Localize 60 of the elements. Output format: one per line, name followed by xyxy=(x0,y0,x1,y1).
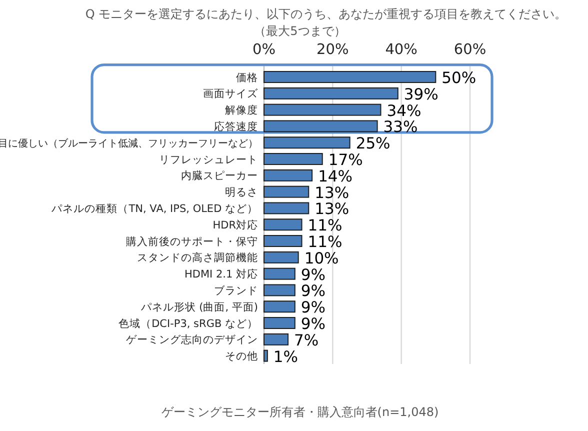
x-tick-label: 60% xyxy=(454,42,486,58)
y-tick-label: 購入前後のサポート・保守 xyxy=(126,234,258,248)
data-label: 17% xyxy=(328,151,363,169)
x-tick-label: 20% xyxy=(316,42,349,58)
chart-title: Q モニターを選定するにあたり、以下のうち、あなたが重視する項目を教えてください。 xyxy=(85,7,567,21)
data-label: 1% xyxy=(273,348,298,366)
bar xyxy=(264,350,268,362)
x-tick-label: 0% xyxy=(252,42,276,58)
y-tick-label: リフレッシュレート xyxy=(159,154,258,166)
y-tick-label: 解像度 xyxy=(225,104,258,117)
y-tick-label: ブランド xyxy=(214,284,258,297)
data-label: 13% xyxy=(314,184,350,202)
bar xyxy=(264,202,310,214)
y-tick-label: HDR対応 xyxy=(212,218,258,232)
data-label: 34% xyxy=(386,102,422,120)
bar xyxy=(264,186,310,198)
bar xyxy=(264,284,296,296)
data-label: 9% xyxy=(300,266,326,284)
data-label: 13% xyxy=(314,200,350,218)
bar xyxy=(264,268,296,280)
bar xyxy=(264,300,296,313)
y-tick-label: ゲーミング志向のデザイン xyxy=(126,333,258,346)
y-tick-label: 内臓スピーカー xyxy=(181,169,258,182)
bar xyxy=(264,120,378,132)
y-tick-label: パネル形状 (曲面, 平面) xyxy=(140,300,258,314)
bar xyxy=(264,251,299,264)
bar xyxy=(264,104,382,116)
bar xyxy=(264,218,302,231)
text: ゲーミングモニター所有者・購入意向者(n=1,048) xyxy=(161,405,439,419)
data-label: 33% xyxy=(383,118,418,136)
bar xyxy=(264,333,289,346)
data-label: 9% xyxy=(300,298,326,317)
y-tick-label: パネルの種類（TN, VA, IPS, OLED など） xyxy=(50,203,258,215)
data-label: 14% xyxy=(318,167,353,186)
bar xyxy=(264,235,302,247)
y-tick-label: その他 xyxy=(225,350,258,363)
data-label: 9% xyxy=(300,282,326,300)
bar xyxy=(264,71,436,83)
y-tick-label: HDMI 2.1 対応 xyxy=(184,268,258,281)
data-label: 25% xyxy=(356,134,390,153)
bar xyxy=(264,87,398,100)
bar xyxy=(264,153,323,165)
y-tick-label: 応答速度 xyxy=(214,120,258,133)
y-tick-label: 明るさ xyxy=(225,186,258,199)
bar xyxy=(264,136,350,149)
y-tick-label: スタンドの高さ調節機能 xyxy=(137,251,258,264)
bar xyxy=(264,317,296,329)
x-tick-label: 40% xyxy=(385,42,418,58)
chart-subtitle: （最大5つまで） xyxy=(254,24,346,38)
data-label: 11% xyxy=(308,233,342,251)
y-tick-label: 色域（DCI-P3, sRGB など） xyxy=(118,316,258,330)
data-label: 9% xyxy=(300,315,326,333)
data-label: 10% xyxy=(304,249,339,268)
data-label: 11% xyxy=(308,216,342,235)
y-tick-label: 価格 xyxy=(236,72,258,84)
data-label: 39% xyxy=(404,85,438,104)
y-tick-label: 画面サイズ xyxy=(203,88,259,100)
data-label: 50% xyxy=(442,69,476,87)
data-label: 7% xyxy=(294,331,319,350)
bar xyxy=(264,169,313,182)
